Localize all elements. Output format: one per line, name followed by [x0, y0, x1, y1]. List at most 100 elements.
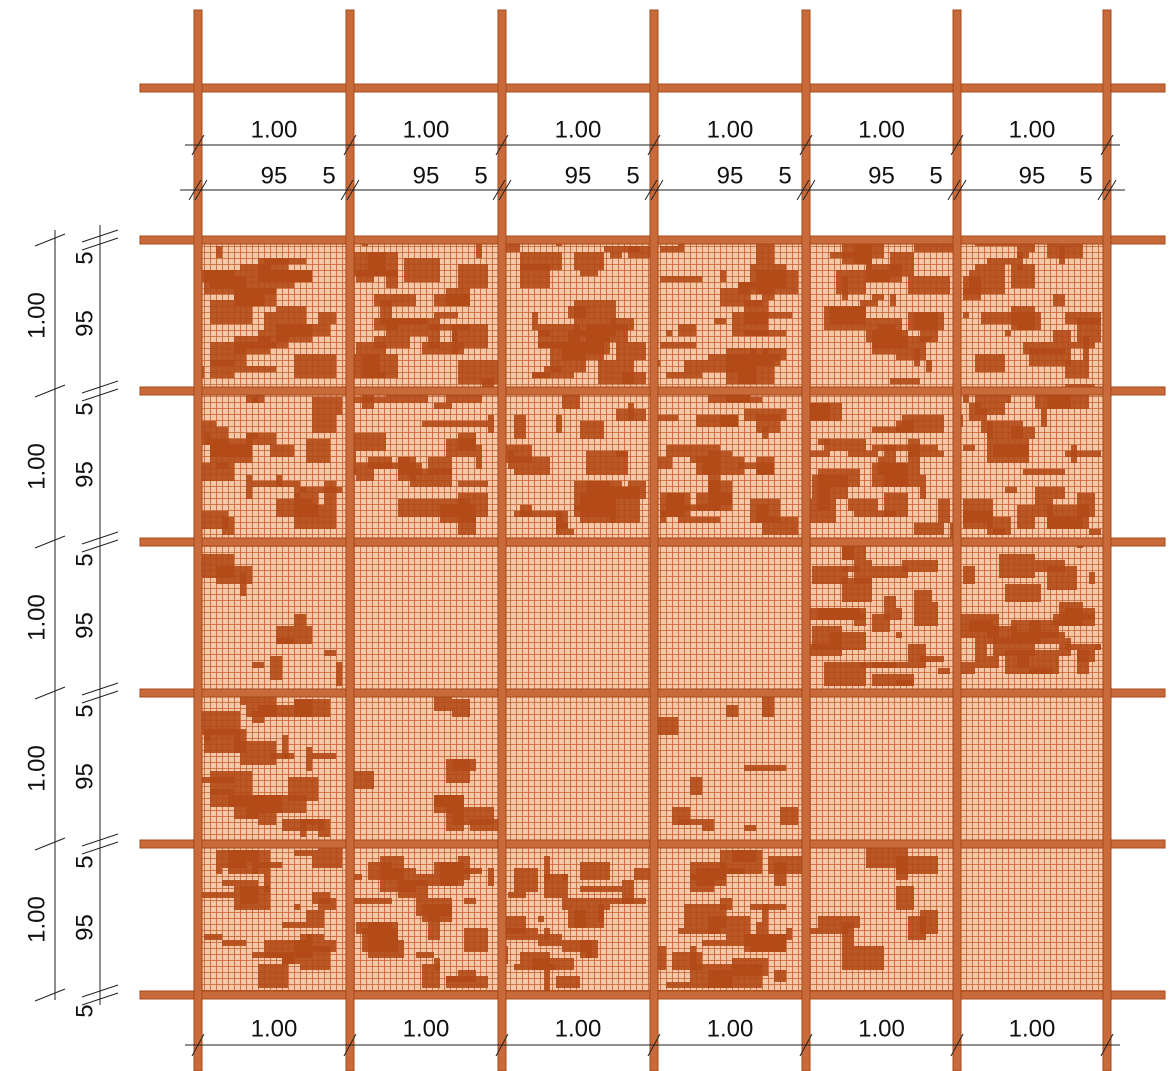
tile-block: [580, 499, 616, 523]
tile-block: [300, 934, 324, 940]
dimension-label: 1.00: [1009, 116, 1056, 143]
tile-block: [434, 862, 458, 874]
tile-block: [908, 916, 926, 940]
tile-block: [812, 566, 848, 584]
dimension-label: 5: [71, 704, 98, 717]
tile-block: [1053, 348, 1065, 354]
dimension-line: [34, 837, 66, 851]
tile-block: [866, 300, 878, 306]
tile-block: [762, 693, 774, 717]
tile-block: [336, 662, 342, 686]
tile-block: [282, 922, 324, 928]
tile-block: [544, 928, 550, 940]
tile-block: [920, 475, 926, 499]
tile-block: [1041, 409, 1047, 427]
tile-block: [294, 850, 318, 856]
tile-block: [806, 403, 830, 421]
tile-block: [282, 735, 288, 759]
tile-block: [1011, 632, 1047, 638]
tile-block: [508, 451, 514, 469]
tile-block: [532, 958, 574, 970]
dimension-label: 1.00: [251, 116, 298, 143]
tile-block: [975, 403, 1005, 415]
tile-block: [458, 511, 476, 535]
dimension-line: [81, 682, 119, 696]
tile-block: [222, 880, 258, 886]
tile-block: [198, 892, 234, 898]
tile-block: [356, 342, 386, 354]
dimension-label: 95: [71, 612, 98, 639]
tile-block: [276, 306, 306, 312]
dimension-label: 5: [71, 855, 98, 868]
tile-block: [848, 499, 878, 511]
dimension-line: [799, 134, 813, 156]
tile-block: [240, 741, 276, 765]
dimension-label: 1.00: [707, 1015, 754, 1042]
tile-block: [848, 451, 878, 457]
tile-block: [574, 910, 586, 928]
tile-block: [416, 952, 434, 958]
tile-block: [744, 409, 786, 421]
dimension-line: [343, 1033, 357, 1057]
dimension-label: 95: [1019, 162, 1046, 189]
tile-block: [1077, 650, 1089, 674]
dimension-label: 95: [71, 310, 98, 337]
tile-block: [622, 880, 634, 904]
tile-block: [884, 475, 908, 487]
tile-block: [234, 801, 258, 819]
tile-block: [464, 898, 476, 904]
tile-block: [520, 505, 532, 517]
tile-block: [216, 868, 222, 874]
tile-block: [812, 626, 842, 650]
tile-block: [1059, 638, 1071, 656]
dimension-line: [1100, 134, 1114, 156]
tile-block: [556, 415, 562, 433]
tile-block: [908, 276, 950, 294]
tile-block: [854, 511, 896, 517]
tile-block: [750, 499, 780, 523]
tile-block: [422, 342, 464, 354]
tile-block: [532, 312, 538, 330]
tile-block: [446, 976, 488, 988]
tile-block: [306, 439, 330, 463]
tile-block: [312, 415, 336, 433]
tile-block: [416, 898, 452, 916]
tile-block: [762, 904, 768, 922]
tile-block: [628, 481, 646, 499]
tile-block: [380, 318, 416, 324]
post: [193, 9, 203, 1071]
tile-block: [842, 946, 884, 970]
dimension-line: [1097, 179, 1111, 201]
dimension-label: 5: [71, 251, 98, 264]
tile-block: [908, 312, 938, 330]
tile-block: [622, 372, 646, 384]
dimension-label: 1.00: [251, 1015, 298, 1042]
tile-block: [252, 481, 294, 487]
tile-block: [428, 916, 440, 940]
tile-block: [434, 312, 458, 318]
tile-block: [318, 898, 336, 910]
tile-block: [1017, 252, 1023, 270]
dimension-line: [34, 384, 66, 398]
tile-block: [234, 294, 264, 306]
tile-block: [270, 656, 282, 680]
dimension-line: [191, 134, 205, 156]
tile-block: [294, 699, 330, 717]
tile-block: [362, 354, 398, 378]
tile-panel: [350, 542, 502, 693]
tile-block: [198, 421, 216, 427]
tile-block: [678, 517, 720, 523]
dimension-label: 1.00: [23, 745, 50, 792]
tile-block: [920, 656, 944, 662]
tile-block: [866, 264, 902, 282]
tile-block: [264, 874, 270, 892]
tile-block: [264, 258, 306, 264]
tile-block: [690, 445, 720, 463]
tile-block: [872, 294, 884, 300]
tile-block: [514, 511, 556, 517]
tile-block: [938, 668, 950, 674]
tile-block: [446, 807, 464, 831]
tile-block: [963, 391, 969, 403]
tile-block: [288, 324, 330, 336]
tile-block: [258, 964, 288, 988]
